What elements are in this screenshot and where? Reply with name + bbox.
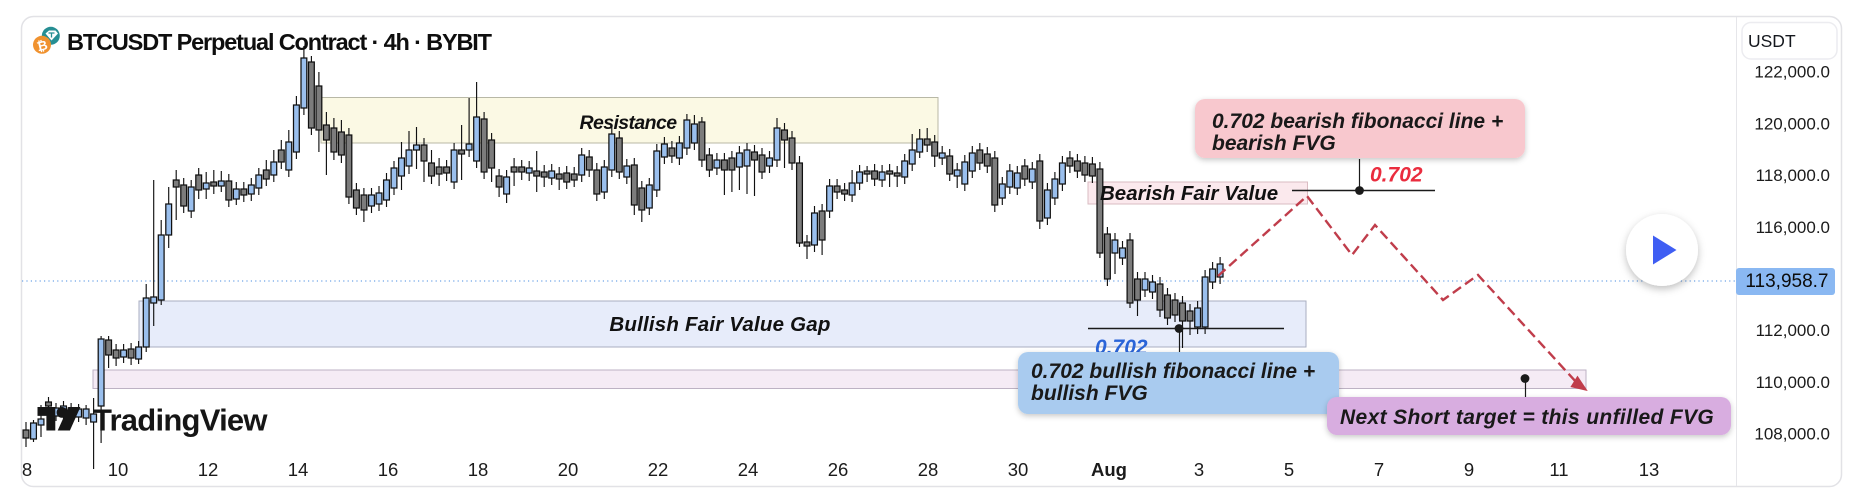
svg-text:₿: ₿	[35, 37, 49, 54]
svg-text:Aug: Aug	[1091, 459, 1127, 480]
svg-text:USDT: USDT	[1748, 31, 1796, 51]
svg-text:26: 26	[828, 459, 849, 480]
svg-text:113,958.7: 113,958.7	[1745, 271, 1828, 292]
svg-text:7: 7	[1374, 459, 1384, 480]
svg-text:118,000.0: 118,000.0	[1756, 166, 1830, 185]
svg-text:3: 3	[1194, 459, 1204, 480]
svg-text:BTCUSDT Perpetual Contract · 4: BTCUSDT Perpetual Contract · 4h · BYBIT	[67, 29, 493, 55]
svg-text:0.702 bullish fibonacci line +: 0.702 bullish fibonacci line +	[1031, 360, 1315, 383]
svg-text:110,000.0: 110,000.0	[1756, 373, 1830, 392]
svg-text:112,000.0: 112,000.0	[1756, 321, 1830, 340]
svg-text:28: 28	[918, 459, 939, 480]
svg-text:9: 9	[1464, 459, 1474, 480]
svg-text:0.702: 0.702	[1370, 164, 1423, 187]
svg-text:22: 22	[648, 459, 669, 480]
svg-text:Bearish Fair Value: Bearish Fair Value	[1100, 182, 1278, 205]
svg-text:8: 8	[22, 459, 32, 480]
svg-text:13: 13	[1639, 459, 1660, 480]
svg-text:Bullish Fair Value Gap: Bullish Fair Value Gap	[609, 313, 830, 336]
svg-text:Next Short target = this unfil: Next Short target = this unfilled FVG	[1340, 406, 1714, 429]
svg-text:11: 11	[1549, 459, 1568, 480]
svg-text:5: 5	[1284, 459, 1294, 480]
svg-text:116,000.0: 116,000.0	[1756, 218, 1830, 237]
svg-text:10: 10	[108, 459, 129, 480]
svg-text:120,000.0: 120,000.0	[1754, 114, 1830, 133]
svg-text:30: 30	[1008, 459, 1029, 480]
svg-text:16: 16	[378, 459, 399, 480]
svg-text:14: 14	[288, 459, 309, 480]
svg-text:24: 24	[738, 459, 759, 480]
svg-text:20: 20	[558, 459, 579, 480]
svg-text:bullish FVG: bullish FVG	[1031, 382, 1148, 405]
svg-text:Resistance: Resistance	[580, 112, 678, 134]
svg-text:12: 12	[198, 459, 219, 480]
svg-text:0.702 bearish fibonacci line +: 0.702 bearish fibonacci line +	[1212, 110, 1503, 133]
svg-text:18: 18	[468, 459, 489, 480]
svg-text:108,000.0: 108,000.0	[1754, 425, 1830, 444]
svg-text:bearish FVG: bearish FVG	[1212, 132, 1336, 155]
svg-text:122,000.0: 122,000.0	[1754, 63, 1830, 82]
svg-text:TradingView: TradingView	[93, 403, 268, 438]
